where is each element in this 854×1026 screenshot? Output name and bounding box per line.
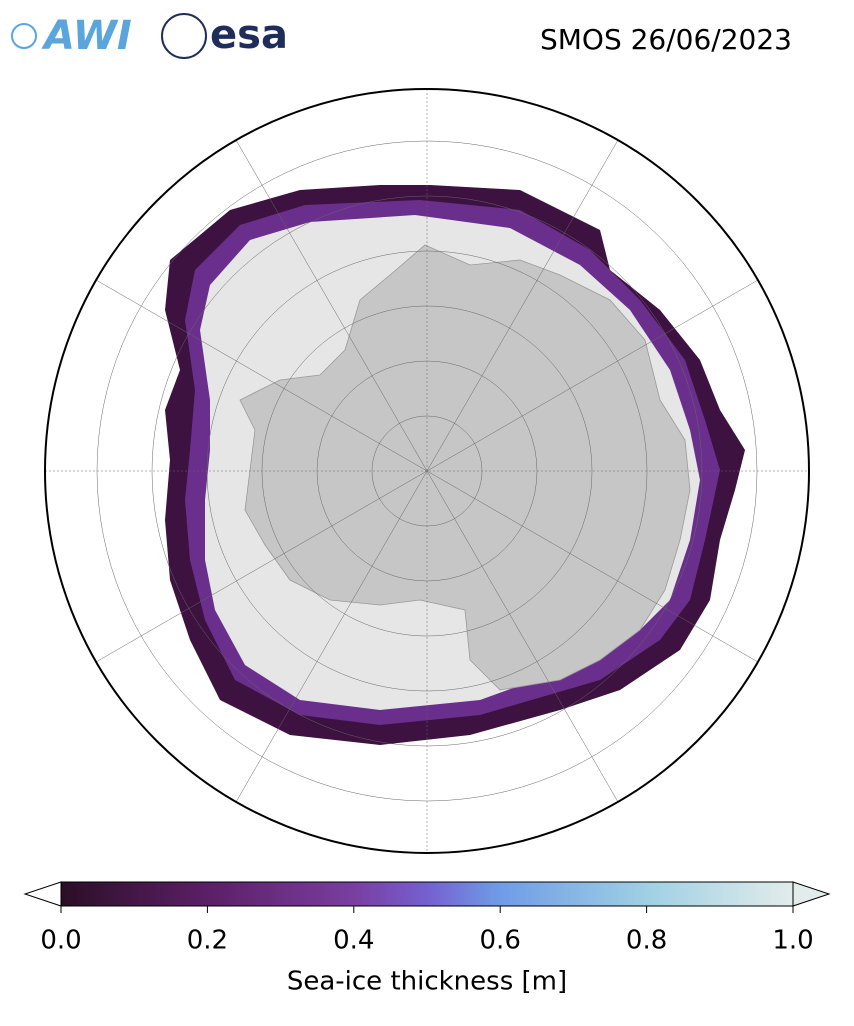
- colorbar-body: [60, 881, 794, 907]
- colorbar-tick-label: 0.4: [333, 926, 374, 956]
- logo-esa-text: esa: [210, 12, 288, 58]
- colorbar: [23, 881, 831, 907]
- colorbar-extend-low: [23, 881, 62, 907]
- colorbar-label: Sea-ice thickness [m]: [287, 967, 567, 997]
- logo-awi: AWI: [11, 13, 132, 59]
- map-border: [44, 88, 810, 854]
- colorbar-tick-label: 1.0: [772, 926, 813, 956]
- colorbar-extend-high: [792, 881, 831, 907]
- map-disc: [45, 89, 809, 853]
- logo-esa: esa: [161, 12, 288, 59]
- colorbar-tick-label: 0.8: [626, 926, 667, 956]
- colorbar-tick-label: 0.0: [40, 926, 81, 956]
- logo-awi-text: AWI: [41, 13, 132, 59]
- land-antarctica: [239, 244, 691, 691]
- colorbar-tick-label: 0.6: [480, 926, 521, 956]
- colorbar-tick-label: 0.2: [187, 926, 228, 956]
- graticule: [45, 89, 809, 853]
- map-title: SMOS 26/06/2023: [540, 23, 792, 56]
